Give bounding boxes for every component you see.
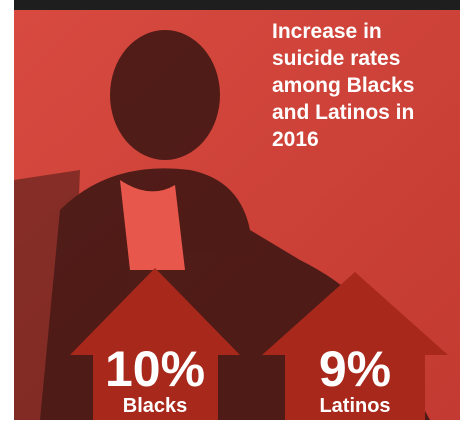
title-line: suicide rates	[272, 47, 400, 70]
title-line: 2016	[272, 128, 319, 151]
top-bar	[14, 0, 460, 10]
stat-value: 9%	[319, 341, 391, 397]
title: Increase in suicide rates among Blacks and …	[272, 20, 414, 151]
stat-value: 10%	[105, 341, 205, 397]
stat-label: Blacks	[123, 395, 188, 417]
title-line: Increase in	[272, 20, 382, 43]
arrow-up	[262, 272, 448, 420]
stat-label: Latinos	[319, 395, 390, 417]
arrow-up	[70, 268, 240, 420]
photo-shirt	[120, 180, 185, 270]
title-line: and Latinos in	[272, 101, 414, 124]
title-line: among Blacks	[272, 74, 414, 97]
